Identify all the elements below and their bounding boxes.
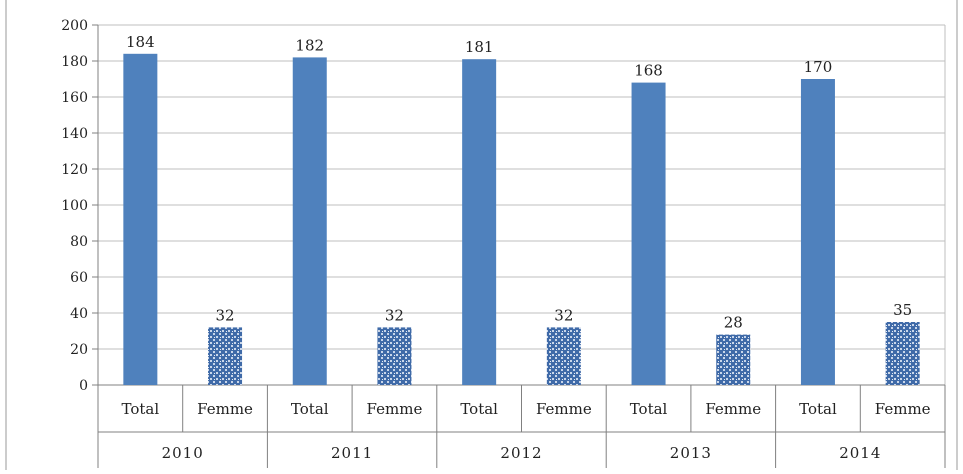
x-category-label: Total	[460, 400, 498, 418]
x-group-label: 2014	[839, 444, 881, 462]
data-label: 170	[804, 58, 833, 76]
y-tick-label: 160	[61, 90, 88, 106]
bar-femme-2012	[546, 327, 581, 385]
x-category-label: Femme	[705, 400, 761, 418]
x-category-label: Femme	[197, 400, 253, 418]
y-tick-label: 200	[61, 18, 88, 34]
y-tick-label: 60	[70, 270, 88, 286]
data-label: 181	[465, 38, 494, 56]
x-group-label: 2013	[670, 444, 712, 462]
y-tick-label: 0	[79, 378, 88, 394]
x-category-label: Total	[630, 400, 668, 418]
x-group-label: 2011	[331, 444, 373, 462]
bar-total-2014	[800, 79, 835, 385]
x-group-label: 2010	[162, 444, 204, 462]
x-category-label: Total	[291, 400, 329, 418]
data-label: 35	[893, 301, 912, 319]
y-tick-label: 180	[61, 54, 88, 70]
bar-total-2010	[123, 53, 158, 386]
bar-total-2013	[631, 82, 666, 385]
x-category-label: Femme	[875, 400, 931, 418]
y-tick-label: 80	[70, 234, 88, 250]
bar-femme-2014	[885, 322, 920, 385]
bar-femme-2013	[716, 334, 751, 385]
data-label: 32	[216, 306, 235, 324]
data-label: 32	[385, 306, 404, 324]
data-label: 182	[295, 36, 324, 54]
x-category-label: Total	[122, 400, 160, 418]
bar-femme-2011	[377, 327, 412, 385]
y-tick-label: 40	[70, 306, 88, 322]
y-tick-label: 140	[61, 126, 88, 142]
x-category-label: Femme	[536, 400, 592, 418]
data-label: 28	[724, 314, 743, 332]
bar-total-2012	[462, 59, 497, 385]
x-category-label: Total	[799, 400, 837, 418]
bar-total-2011	[292, 57, 327, 386]
data-label: 168	[634, 62, 663, 80]
x-group-label: 2012	[500, 444, 542, 462]
bar-femme-2010	[208, 327, 243, 385]
y-tick-label: 120	[61, 162, 88, 178]
y-tick-label: 20	[70, 342, 88, 358]
data-label: 184	[126, 33, 155, 51]
data-label: 32	[554, 306, 573, 324]
x-category-label: Femme	[367, 400, 423, 418]
y-tick-label: 100	[61, 198, 88, 214]
